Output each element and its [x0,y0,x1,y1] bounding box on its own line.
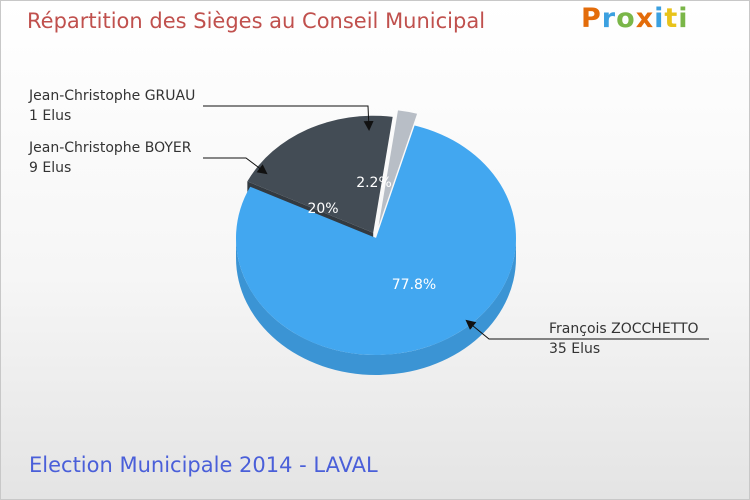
logo-letter: o [616,3,636,34]
logo-letter: i [654,3,665,34]
legend-seats-label: 9 Elus [29,160,71,176]
pie-slice [247,115,393,233]
slice-percent-label: 2.2% [356,175,392,191]
legend-name-label: Jean-Christophe GRUAU [28,88,195,104]
pie-slice [378,110,418,227]
slice-percent-label: 77.8% [392,277,436,293]
pie-slice [235,125,516,355]
logo-letter: P [581,3,602,34]
election-footer: Election Municipale 2014 - LAVAL [29,453,378,477]
slice-percent-label: 20% [307,201,338,217]
legend-seats-label: 35 Elus [549,341,600,357]
logo-letter: i [678,3,689,34]
proxiti-logo: Proxiti [581,3,689,34]
leader-line [465,319,709,340]
legend-seats-label: 1 Elus [29,108,71,124]
logo-letter: x [635,3,655,34]
pie-slice-side [236,238,516,375]
logo-letter: r [601,3,617,34]
logo-letter: t [664,3,679,34]
chart-title: Répartition des Sièges au Conseil Munici… [27,9,486,33]
leader-line [203,105,374,131]
legend-name-label: Jean-Christophe BOYER [28,140,192,156]
leader-line [203,157,268,175]
legend-name-label: François ZOCCHETTO [549,321,699,337]
